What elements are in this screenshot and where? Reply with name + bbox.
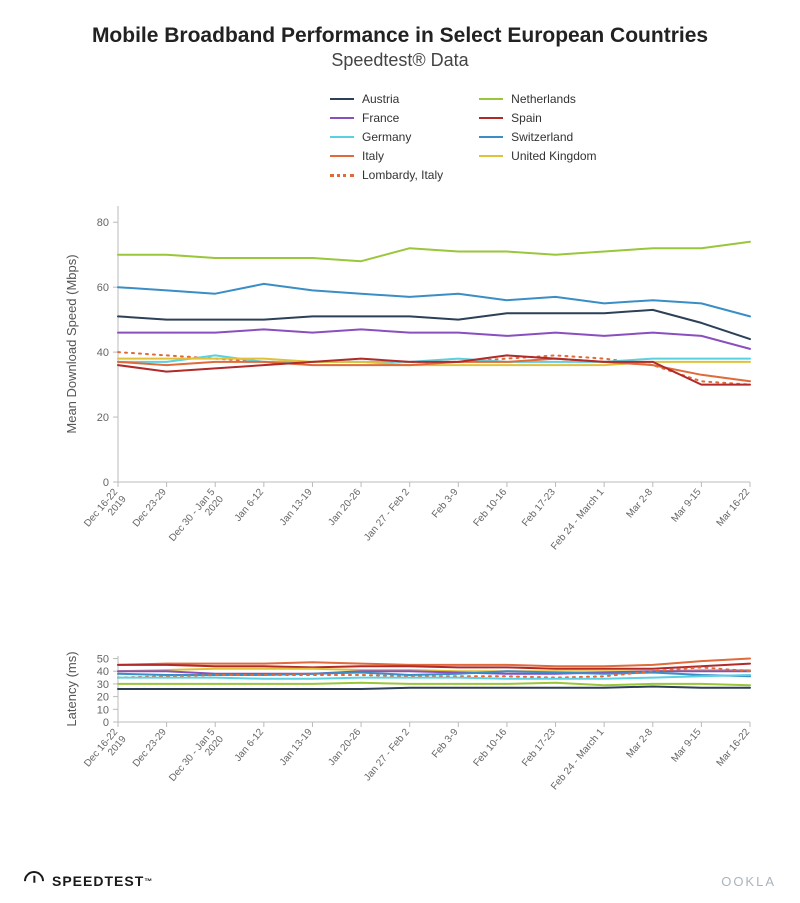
svg-text:Mar 16-22: Mar 16-22 bbox=[715, 727, 753, 769]
svg-text:20: 20 bbox=[97, 692, 109, 704]
legend-label: Netherlands bbox=[511, 92, 576, 106]
speedtest-icon bbox=[20, 867, 48, 895]
svg-text:Feb 3-9: Feb 3-9 bbox=[430, 727, 461, 761]
legend-item: France bbox=[330, 111, 443, 125]
series-line bbox=[118, 659, 750, 667]
legend-label: Italy bbox=[362, 149, 384, 163]
series-line bbox=[118, 683, 750, 686]
ookla-logo: OOKLA bbox=[721, 874, 776, 889]
svg-text:Jan 13-19: Jan 13-19 bbox=[278, 727, 315, 768]
svg-text:Feb 17-23: Feb 17-23 bbox=[520, 487, 558, 529]
legend-swatch bbox=[479, 136, 503, 138]
legend-label: Spain bbox=[511, 111, 542, 125]
page-root: Mobile Broadband Performance in Select E… bbox=[0, 0, 800, 903]
legend-label: Austria bbox=[362, 92, 399, 106]
speedtest-text: SPEEDTEST bbox=[52, 873, 144, 889]
svg-text:Mar 9-15: Mar 9-15 bbox=[670, 487, 704, 525]
legend-item: Lombardy, Italy bbox=[330, 168, 443, 182]
svg-text:Mar 2-8: Mar 2-8 bbox=[624, 487, 655, 521]
chart-subtitle: Speedtest® Data bbox=[24, 50, 776, 71]
latency-chart: 01020304050Dec 16-222019Dec 23-29Dec 30 … bbox=[60, 650, 760, 800]
series-line bbox=[118, 310, 750, 339]
svg-text:Jan 20-26: Jan 20-26 bbox=[326, 727, 363, 768]
legend-item: Spain bbox=[479, 111, 596, 125]
svg-text:Feb 3-9: Feb 3-9 bbox=[430, 487, 461, 521]
legend-item: Netherlands bbox=[479, 92, 596, 106]
svg-text:Mar 16-22: Mar 16-22 bbox=[715, 487, 753, 529]
legend-swatch bbox=[479, 117, 503, 119]
svg-text:Mar 2-8: Mar 2-8 bbox=[624, 727, 655, 761]
legend-item: United Kingdom bbox=[479, 149, 596, 163]
svg-text:30: 30 bbox=[97, 679, 109, 691]
legend-label: United Kingdom bbox=[511, 149, 596, 163]
svg-text:50: 50 bbox=[97, 654, 109, 666]
legend-label: Germany bbox=[362, 130, 411, 144]
svg-text:0: 0 bbox=[103, 477, 109, 489]
svg-text:Feb 24 - March 1: Feb 24 - March 1 bbox=[549, 727, 607, 793]
legend-item: Austria bbox=[330, 92, 443, 106]
footer: SPEEDTEST™ OOKLA bbox=[24, 871, 776, 891]
svg-text:40: 40 bbox=[97, 347, 109, 359]
legend: Austria France Germany Italy Lombardy, Italy… bbox=[330, 92, 633, 182]
svg-text:Dec 23-29: Dec 23-29 bbox=[131, 727, 169, 770]
svg-text:Latency (ms): Latency (ms) bbox=[64, 651, 79, 726]
svg-text:Jan 27 - Feb 2: Jan 27 - Feb 2 bbox=[362, 727, 412, 784]
svg-text:Mar 9-15: Mar 9-15 bbox=[670, 727, 704, 765]
legend-swatch bbox=[330, 174, 354, 177]
legend-label: Lombardy, Italy bbox=[362, 168, 443, 182]
download-speed-chart: 020406080Dec 16-222019Dec 23-29Dec 30 - … bbox=[60, 200, 760, 560]
svg-text:Feb 10-16: Feb 10-16 bbox=[471, 727, 509, 769]
svg-text:80: 80 bbox=[97, 217, 109, 229]
svg-text:40: 40 bbox=[97, 666, 109, 678]
svg-text:Dec 23-29: Dec 23-29 bbox=[131, 487, 169, 530]
svg-text:10: 10 bbox=[97, 704, 109, 716]
svg-text:Jan 20-26: Jan 20-26 bbox=[326, 487, 363, 528]
svg-text:Feb 17-23: Feb 17-23 bbox=[520, 727, 558, 769]
svg-text:0: 0 bbox=[103, 717, 109, 729]
svg-text:Mean Download Speed (Mbps): Mean Download Speed (Mbps) bbox=[64, 254, 79, 433]
svg-text:Jan 6-12: Jan 6-12 bbox=[233, 727, 267, 764]
svg-text:60: 60 bbox=[97, 282, 109, 294]
trademark-icon: ™ bbox=[144, 877, 153, 886]
legend-label: France bbox=[362, 111, 399, 125]
svg-text:Jan 6-12: Jan 6-12 bbox=[233, 487, 267, 524]
legend-swatch bbox=[479, 155, 503, 157]
legend-label: Switzerland bbox=[511, 130, 573, 144]
legend-swatch bbox=[330, 136, 354, 138]
legend-item: Germany bbox=[330, 130, 443, 144]
svg-text:Jan 13-19: Jan 13-19 bbox=[278, 487, 315, 528]
legend-swatch bbox=[330, 98, 354, 100]
svg-text:Feb 24 - March 1: Feb 24 - March 1 bbox=[549, 487, 607, 553]
chart-title: Mobile Broadband Performance in Select E… bbox=[24, 24, 776, 48]
legend-item: Switzerland bbox=[479, 130, 596, 144]
legend-swatch bbox=[479, 98, 503, 100]
series-line bbox=[118, 329, 750, 349]
legend-swatch bbox=[330, 117, 354, 119]
svg-text:Jan 27 - Feb 2: Jan 27 - Feb 2 bbox=[362, 487, 412, 544]
series-line bbox=[118, 687, 750, 690]
legend-swatch bbox=[330, 155, 354, 157]
series-line bbox=[118, 242, 750, 262]
legend-item: Italy bbox=[330, 149, 443, 163]
svg-text:20: 20 bbox=[97, 412, 109, 424]
speedtest-logo: SPEEDTEST™ bbox=[24, 871, 153, 891]
svg-text:Feb 10-16: Feb 10-16 bbox=[471, 487, 509, 529]
